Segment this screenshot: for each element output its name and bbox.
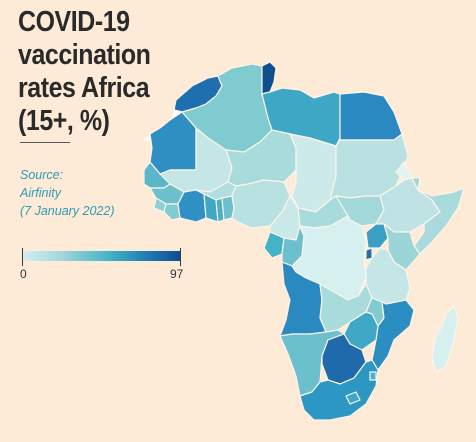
region-mauritania xyxy=(149,111,197,175)
region-tanzania xyxy=(365,247,411,305)
region-tunisia xyxy=(261,61,277,95)
region-gabon xyxy=(263,231,285,259)
source-name: Airfinity xyxy=(20,186,61,200)
region-eswatini xyxy=(369,371,377,381)
region-egypt xyxy=(339,91,403,141)
region-cote-divoire xyxy=(177,189,207,223)
region-somalia xyxy=(413,187,465,255)
region-lesotho xyxy=(345,391,361,405)
source-date: (7 January 2022) xyxy=(20,204,115,218)
map-title: COVID-19 vaccination rates Africa (15+, … xyxy=(18,6,250,138)
legend-gradient-bar xyxy=(22,251,180,261)
color-legend: 0 97 xyxy=(20,248,184,288)
title-divider xyxy=(20,142,70,143)
legend-tick-max xyxy=(180,248,181,266)
legend-max-label: 97 xyxy=(170,267,184,281)
title-line-2: rates Africa xyxy=(18,72,150,104)
region-djibouti xyxy=(411,177,421,191)
source-label: Source: xyxy=(20,168,64,182)
region-kenya xyxy=(383,223,421,271)
title-line-3: (15+, %) xyxy=(18,105,110,137)
legend-tick-min xyxy=(22,248,23,266)
legend-min-label: 0 xyxy=(20,267,27,281)
source-note: Source: Airfinity (7 January 2022) xyxy=(20,166,115,220)
region-madagascar xyxy=(431,305,459,373)
region-rwanda xyxy=(365,247,373,261)
region-south-africa xyxy=(299,359,379,421)
title-line-1: COVID-19 vaccination xyxy=(18,6,151,71)
region-liberia xyxy=(163,203,181,221)
